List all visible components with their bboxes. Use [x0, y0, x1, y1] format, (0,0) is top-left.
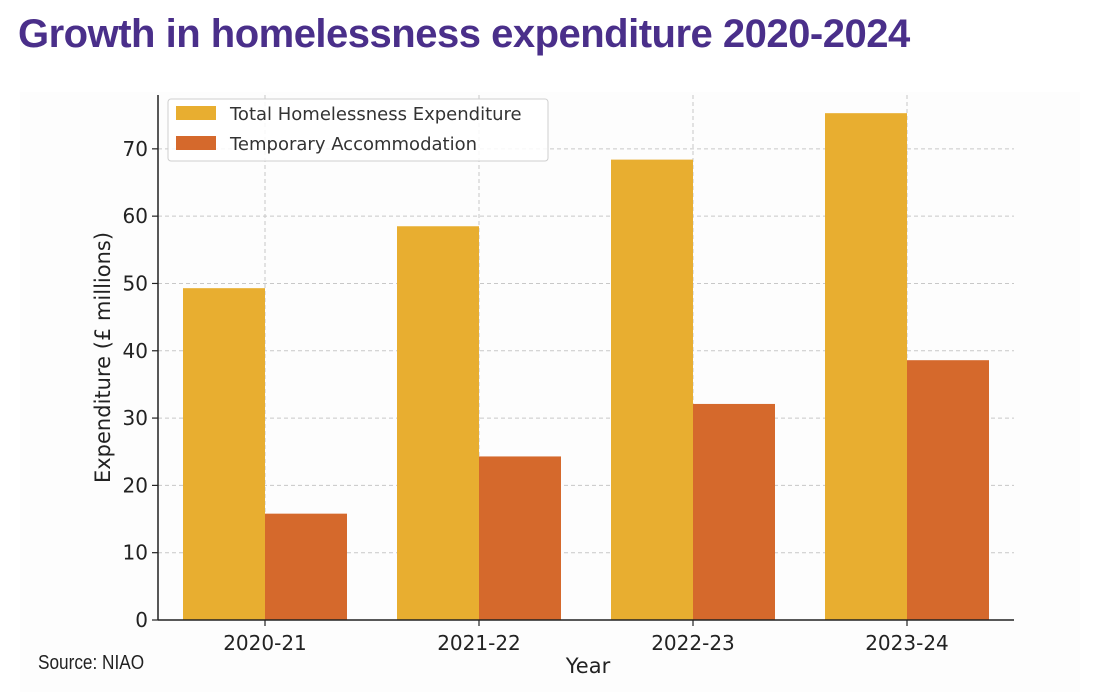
bar-temporary-2020-21: [265, 513, 347, 620]
y-axis-label: Expenditure (£ millions): [91, 232, 115, 483]
y-tick-label: 70: [123, 137, 148, 161]
bar-total-2023-24: [825, 113, 907, 620]
y-tick-label: 10: [123, 541, 148, 565]
y-tick-labels: 0 10 20 30 40 50 60 70: [123, 137, 148, 632]
legend-label: Total Homelessness Expenditure: [229, 104, 522, 125]
bar-temporary-2021-22: [479, 456, 561, 620]
y-tick-label: 30: [123, 406, 148, 430]
x-tick-label: 2023-24: [865, 631, 949, 655]
y-tick-label: 50: [123, 271, 148, 295]
axes: [152, 95, 1014, 626]
bar-temporary-2022-23: [693, 403, 775, 620]
x-tick-label: 2020-21: [223, 631, 307, 655]
bars: [183, 113, 989, 620]
y-tick-label: 20: [123, 473, 148, 497]
chart-title: Growth in homelessness expenditure 2020-…: [18, 12, 910, 56]
y-tick-label: 60: [123, 204, 148, 228]
legend: Total Homelessness Expenditure Temporary …: [167, 98, 549, 162]
bar-total-2021-22: [397, 226, 479, 620]
y-tick-label: 40: [123, 339, 148, 363]
bar-total-2022-23: [611, 159, 693, 620]
y-tick-label: 0: [135, 608, 148, 632]
source-note: Source: NIAO: [38, 652, 145, 674]
x-axis-label: Year: [565, 654, 611, 678]
legend-swatch: [176, 136, 216, 150]
legend-swatch: [176, 106, 216, 120]
bar-total-2020-21: [183, 288, 265, 620]
x-tick-label: 2021-22: [437, 631, 521, 655]
legend-box: [167, 98, 549, 162]
bar-temporary-2023-24: [907, 360, 989, 620]
legend-label: Temporary Accommodation: [229, 134, 477, 155]
x-tick-label: 2022-23: [651, 631, 735, 655]
x-tick-labels: 2020-21 2021-22 2022-23 2023-24: [223, 631, 949, 655]
